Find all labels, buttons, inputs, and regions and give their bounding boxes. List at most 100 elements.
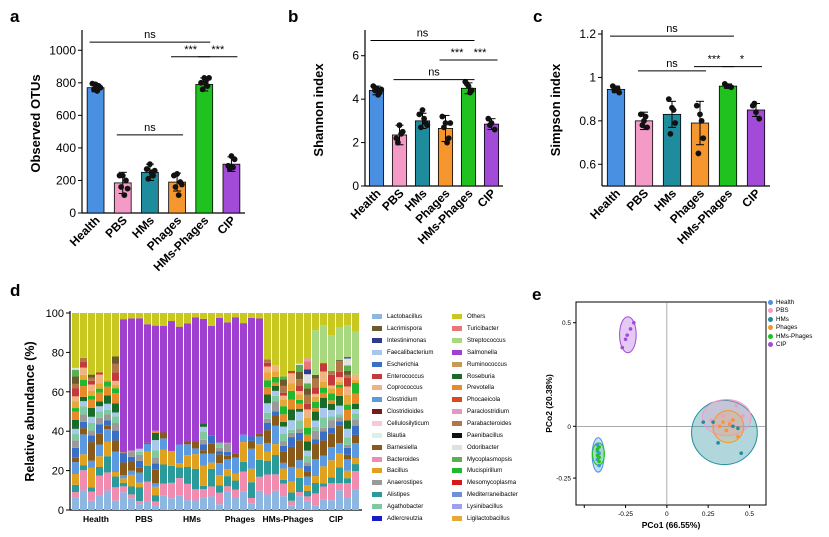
stack-segment (312, 420, 319, 428)
stack-segment (224, 459, 231, 470)
stack-segment (304, 409, 311, 418)
stack-segment (192, 441, 199, 449)
stack-segment (72, 369, 79, 377)
stack-segment (248, 436, 255, 441)
stack-segment (288, 500, 295, 506)
stack-segment (296, 371, 303, 380)
stack-segment (216, 504, 223, 510)
stack-segment (304, 496, 311, 501)
stack-segment (232, 489, 239, 498)
stack-segment (88, 395, 95, 400)
stack-segment (312, 505, 319, 510)
stack-segment (304, 383, 311, 389)
stack-segment (240, 313, 247, 324)
scatter-point (721, 420, 725, 424)
stack-segment (128, 486, 135, 495)
stack-segment (344, 444, 351, 448)
scatter-point (597, 463, 601, 468)
stack-segment (72, 401, 79, 409)
stack-segment (264, 362, 271, 367)
stack-segment (336, 453, 343, 468)
y-tick-label: 2 (352, 136, 359, 150)
stack-segment (352, 403, 359, 410)
stack-segment (80, 454, 87, 466)
stack-segment (200, 465, 207, 486)
stack-segment (216, 463, 223, 476)
stack-segment (272, 444, 279, 456)
legend-item: Lacrimispora (372, 323, 433, 335)
group-label: HMs-Phages (262, 514, 313, 524)
stack-segment (312, 411, 319, 421)
legend-label: Adlercreutzia (387, 514, 423, 522)
data-point (693, 102, 700, 109)
stack-segment (312, 444, 319, 460)
stack-segment (72, 492, 79, 498)
stack-segment (104, 425, 111, 430)
stack-segment (344, 454, 351, 460)
stack-segment (160, 483, 167, 496)
x-tick-label: 0 (665, 511, 669, 518)
stack-segment (272, 455, 279, 475)
stack-segment (344, 365, 351, 371)
stack-segment (312, 374, 319, 379)
legend-label: Alistipes (387, 491, 410, 499)
legend-label: Intestinimonas (387, 337, 427, 345)
stack-segment (352, 393, 359, 404)
stack-segment (184, 500, 191, 510)
panel-label: e (532, 285, 541, 304)
stack-segment (320, 427, 327, 432)
stack-segment (280, 445, 287, 452)
stack-segment (280, 426, 287, 435)
stack-segment (240, 471, 247, 492)
stack-segment (128, 456, 135, 462)
stack-segment (296, 492, 303, 497)
legend-swatch (452, 503, 462, 509)
stack-segment (72, 383, 79, 389)
significance-label: ns (417, 28, 429, 40)
stack-segment (168, 313, 175, 322)
plot-frame (575, 301, 767, 506)
stack-segment (160, 432, 167, 439)
stack-segment (112, 356, 119, 364)
stack-segment (88, 416, 95, 423)
legend-item: Phocaeicola (452, 394, 518, 406)
x-tick-label: PBS (103, 213, 130, 240)
stack-segment (336, 425, 343, 444)
stack-segment (192, 489, 199, 501)
legend-label: Clostridium (387, 396, 418, 404)
stack-segment (232, 480, 239, 490)
stack-segment (272, 313, 279, 366)
stack-segment (80, 357, 87, 363)
legend-swatch (372, 444, 382, 450)
stack-segment (80, 379, 87, 387)
stack-segment (80, 414, 87, 422)
stack-segment (280, 496, 287, 510)
stack-segment (96, 392, 103, 402)
stack-segment (224, 443, 231, 452)
stack-segment (200, 426, 207, 432)
y-tick-label: 0 (352, 179, 359, 193)
legend-swatch (452, 409, 462, 415)
stack-segment (200, 485, 207, 490)
stack-segment (136, 482, 143, 488)
data-point (418, 124, 424, 131)
legend-label: HMs-Phages (776, 332, 813, 340)
stack-segment (328, 447, 335, 461)
stack-segment (344, 459, 351, 471)
stack-segment (128, 494, 135, 499)
data-point (698, 117, 705, 124)
stack-segment (312, 459, 319, 477)
bar-hms (414, 120, 431, 187)
scatter-point (623, 337, 628, 342)
stack-segment (96, 424, 103, 434)
stack-segment (224, 313, 231, 323)
stack-segment (248, 317, 255, 437)
data-point (395, 139, 401, 146)
stack-segment (272, 382, 279, 386)
scatter-point (714, 424, 719, 429)
stack-segment (96, 383, 103, 389)
stack-segment (112, 476, 119, 488)
legend-marker (768, 299, 773, 305)
stack-segment (184, 313, 191, 324)
stack-segment (280, 399, 287, 407)
